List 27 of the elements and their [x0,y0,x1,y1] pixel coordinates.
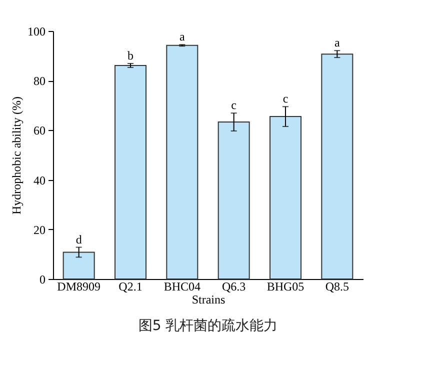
annotation: a [334,36,341,50]
bar [166,44,198,280]
x-tick-label: BHC04 [164,280,201,294]
x-tick-label: Q8.5 [325,280,350,294]
bar [270,116,302,280]
y-tick-label: 60 [34,124,46,138]
bar [62,252,95,280]
x-tick-label: BHG05 [266,280,304,294]
y-tick-label: 0 [40,272,46,286]
y-tick-label: 20 [34,222,46,237]
x-tick-label: Q6.3 [222,280,246,294]
y-tick-label: 100 [28,24,46,38]
annotation: c [231,98,236,112]
annotation: b [128,48,134,62]
x-axis-title: Strains [192,292,226,306]
bar [114,64,146,280]
text: 图5 乳杆菌的疏水能力 [138,318,278,334]
bar [321,54,354,280]
annotation: d [76,232,82,246]
y-tick-label: 40 [34,173,46,188]
bar [218,122,250,280]
annotation: a [180,30,186,44]
x-tick-label: Q2.1 [118,280,142,294]
annotation: c [282,92,288,106]
y-axis-title: Hydrophobic ability (%) [10,96,24,214]
x-tick-label: DM8909 [57,280,101,294]
y-tick-label: 80 [34,74,46,88]
